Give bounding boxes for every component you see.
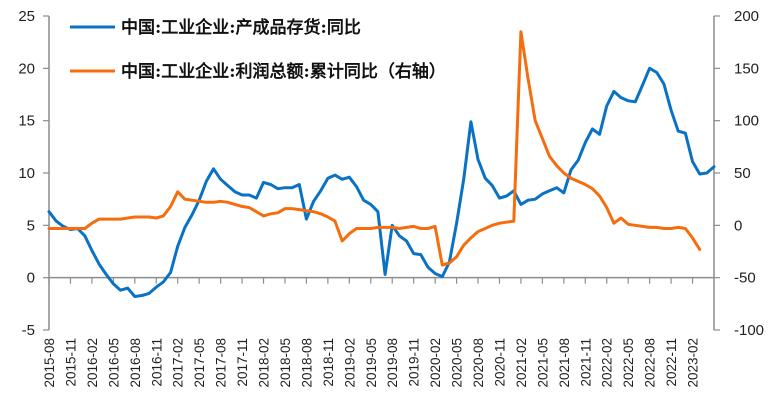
x-tick-label: 2021-08 (557, 338, 572, 388)
x-tick-label: 2017-05 (192, 338, 207, 388)
series-profit-line (47, 30, 702, 267)
series-layer (47, 30, 716, 298)
x-tick-label: 2022-08 (643, 338, 658, 388)
legend-label-inventory: 中国:工业企业:产成品存货:同比 (121, 17, 361, 38)
x-tick-label: 2015-11 (63, 338, 78, 387)
left-tick-label: 10 (18, 165, 35, 182)
right-tick-label: 200 (734, 8, 759, 25)
x-tick-label: 2018-02 (257, 338, 272, 388)
right-tick-label: 100 (734, 113, 759, 130)
x-tick-label: 2015-08 (42, 338, 57, 388)
x-tick-label: 2022-11 (664, 338, 679, 387)
x-tick-label: 2022-05 (621, 338, 636, 388)
left-tick-label: 25 (18, 8, 35, 25)
x-tick-label: 2017-11 (235, 338, 250, 387)
x-tick-label: 2018-08 (299, 338, 314, 388)
right-tick-label: 0 (734, 217, 742, 234)
x-tick-label: 2019-02 (342, 338, 357, 388)
x-tick-label: 2016-11 (149, 338, 164, 387)
x-tick-label: 2017-02 (171, 338, 186, 388)
x-tick-label: 2021-11 (578, 338, 593, 387)
x-tick-label: 2017-08 (214, 338, 229, 388)
right-tick-label: -100 (734, 322, 764, 339)
x-tick-label: 2021-02 (514, 338, 529, 388)
left-tick-label: 20 (18, 60, 35, 77)
left-tick-label: 5 (27, 217, 35, 234)
x-tick-label: 2016-02 (85, 338, 100, 388)
x-tick-label: 2022-02 (600, 338, 615, 388)
x-tick-label: 2020-11 (492, 338, 507, 387)
x-tick-label: 2020-08 (471, 338, 486, 388)
x-tick-label: 2018-05 (278, 338, 293, 388)
right-tick-label: 150 (734, 60, 759, 77)
x-tick-label: 2020-02 (428, 338, 443, 388)
x-tick-label: 2016-08 (128, 338, 143, 388)
series-inventory-line (47, 66, 716, 298)
x-tick-label: 2019-11 (407, 338, 422, 387)
left-tick-label: -5 (22, 322, 35, 339)
x-tick-label: 2018-11 (321, 338, 336, 387)
right-y-axis: -100 -50 0 50 100 150 200 (713, 8, 764, 339)
x-tick-label: 2021-05 (535, 338, 550, 388)
x-tick-label: 2019-05 (364, 338, 379, 388)
x-axis: 2015-08 2015-11 2016-02 2016-05 2016-08 2016-… (42, 276, 714, 388)
x-tick-label: 2019-08 (385, 338, 400, 388)
x-tick-label: 2023-02 (686, 338, 701, 388)
left-tick-label: 15 (18, 113, 35, 130)
left-tick-label: 0 (27, 270, 35, 287)
right-tick-label: -50 (734, 270, 756, 287)
legend: 中国:工业企业:产成品存货:同比 中国:工业企业:利润总额:累计同比（右轴） (70, 17, 446, 82)
left-y-axis: -5 0 5 10 15 20 25 (18, 8, 50, 339)
x-tick-label: 2016-05 (106, 338, 121, 388)
legend-label-profit: 中国:工业企业:利润总额:累计同比（右轴） (121, 61, 446, 82)
right-tick-label: 50 (734, 165, 751, 182)
x-tick-label: 2020-05 (450, 338, 465, 388)
